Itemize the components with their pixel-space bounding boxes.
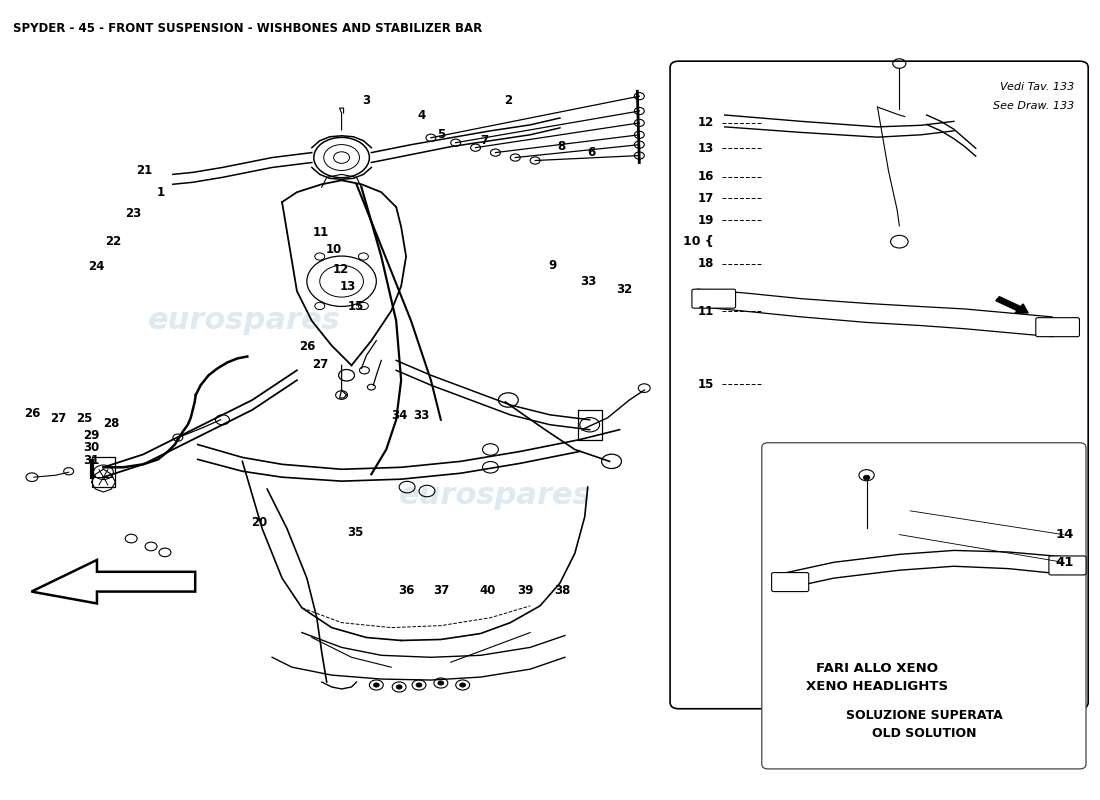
Text: 27: 27 (51, 412, 67, 425)
Circle shape (864, 475, 870, 480)
Text: 13: 13 (340, 280, 356, 294)
Text: 12: 12 (332, 263, 349, 276)
Text: SPYDER - 45 - FRONT SUSPENSION - WISHBONES AND STABILIZER BAR: SPYDER - 45 - FRONT SUSPENSION - WISHBON… (13, 22, 482, 34)
Text: 1: 1 (156, 186, 164, 199)
FancyBboxPatch shape (692, 289, 736, 308)
Text: Vedi Tav. 133: Vedi Tav. 133 (1000, 82, 1074, 91)
Text: 4: 4 (417, 109, 426, 122)
Circle shape (416, 683, 422, 687)
Text: 14: 14 (1056, 528, 1074, 541)
Text: SOLUZIONE SUPERATA: SOLUZIONE SUPERATA (846, 710, 1003, 722)
Text: 33: 33 (414, 410, 429, 422)
Text: 16: 16 (697, 170, 714, 183)
Text: 22: 22 (106, 235, 121, 248)
Text: 7: 7 (481, 134, 488, 147)
Text: 17: 17 (697, 192, 714, 205)
Circle shape (438, 681, 443, 685)
Text: 29: 29 (84, 429, 100, 442)
Text: 31: 31 (84, 454, 100, 467)
Text: 23: 23 (125, 207, 141, 221)
Text: 6: 6 (587, 146, 595, 159)
Text: 33: 33 (580, 274, 596, 288)
Text: 3: 3 (363, 94, 371, 107)
Text: 13: 13 (697, 142, 714, 154)
Text: 30: 30 (84, 441, 100, 454)
Text: 37: 37 (432, 583, 449, 597)
Text: OLD SOLUTION: OLD SOLUTION (872, 726, 977, 740)
FancyBboxPatch shape (762, 442, 1086, 769)
FancyBboxPatch shape (771, 573, 808, 591)
Text: 15: 15 (348, 300, 364, 313)
Circle shape (373, 683, 380, 687)
Text: 40: 40 (480, 583, 496, 597)
Text: eurospares: eurospares (399, 481, 592, 510)
Text: 15: 15 (697, 378, 714, 390)
Text: 10 {: 10 { (683, 235, 714, 248)
Text: 25: 25 (76, 412, 92, 425)
FancyArrow shape (996, 297, 1028, 314)
Text: 2: 2 (505, 94, 513, 107)
Text: 21: 21 (135, 164, 152, 177)
Text: 34: 34 (392, 410, 407, 422)
Text: 18: 18 (697, 258, 714, 270)
Text: 26: 26 (299, 340, 316, 353)
Circle shape (396, 685, 403, 689)
Text: 36: 36 (398, 583, 414, 597)
FancyBboxPatch shape (670, 61, 1088, 709)
Text: eurospares: eurospares (148, 306, 341, 335)
Text: 32: 32 (616, 282, 632, 296)
Text: 27: 27 (312, 358, 329, 371)
Text: XENO HEADLIGHTS: XENO HEADLIGHTS (806, 680, 948, 693)
Text: 41: 41 (1056, 556, 1074, 569)
Polygon shape (32, 560, 195, 603)
Text: 10: 10 (326, 243, 342, 256)
Text: 20: 20 (252, 516, 267, 530)
Text: 9: 9 (548, 259, 557, 272)
Circle shape (460, 683, 465, 687)
FancyBboxPatch shape (1036, 318, 1079, 337)
Text: 11: 11 (312, 226, 329, 238)
Text: 8: 8 (557, 140, 565, 153)
Text: 24: 24 (88, 261, 104, 274)
Text: 19: 19 (697, 214, 714, 226)
Text: 35: 35 (348, 526, 364, 539)
Text: 11: 11 (697, 305, 714, 318)
Text: 38: 38 (553, 583, 570, 597)
FancyBboxPatch shape (1049, 556, 1086, 575)
Text: 5: 5 (437, 128, 446, 142)
Text: 28: 28 (103, 418, 119, 430)
Text: 26: 26 (24, 407, 41, 420)
Text: See Draw. 133: See Draw. 133 (992, 101, 1074, 110)
Text: 12: 12 (697, 117, 714, 130)
Text: 39: 39 (517, 583, 534, 597)
Text: FARI ALLO XENO: FARI ALLO XENO (816, 662, 938, 674)
